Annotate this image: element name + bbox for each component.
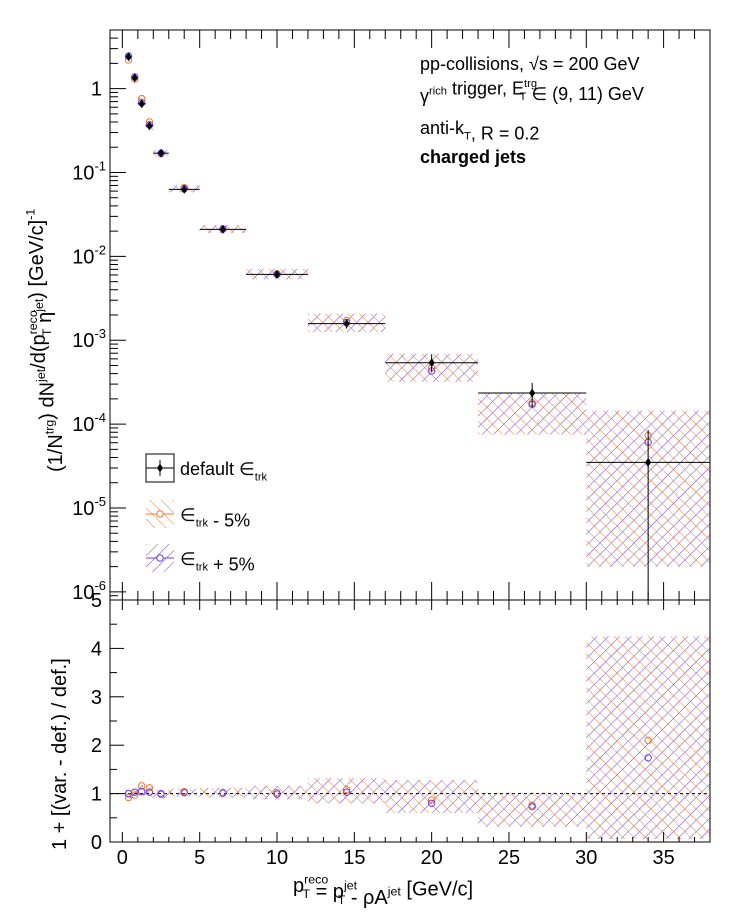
default-point-8	[343, 319, 350, 329]
ratio-minus-band-7	[246, 785, 308, 800]
default-point-0	[125, 52, 132, 62]
xtick-label-3: 15	[343, 847, 365, 869]
legend-label-default: default ∈trk	[180, 459, 268, 483]
annotation-collisions: pp-collisions, √s = 200 GeV	[420, 54, 640, 74]
legend: default ∈trk ∈trk - 5% ∈trk + 5%	[145, 453, 268, 574]
ratio-minus-band-5	[168, 788, 200, 797]
bottom-y-axis-label: 1 + [(var. - def.) / def.]	[49, 658, 71, 850]
legend-plus-marker	[156, 554, 164, 562]
ratio-minus-point-0	[124, 793, 133, 802]
ratio-plus-point-10	[528, 802, 536, 811]
ratio-minus-band-4	[153, 789, 169, 799]
top-ytick-label-6: 1	[91, 79, 102, 101]
default-point-1	[131, 73, 138, 83]
ratio-minus-band-2	[137, 784, 146, 797]
annotation-algorithm: anti-kT, R = 0.2	[420, 118, 539, 143]
ratio-minus-band-11	[586, 636, 710, 840]
bottom-ytick-label-4: 4	[91, 638, 102, 660]
default-point-6	[219, 224, 226, 234]
ratio-minus-point-9	[427, 796, 436, 804]
ratio-minus-band-3	[145, 786, 154, 798]
ratio-plus-point-6	[219, 789, 227, 797]
bottom-systematic-bands	[125, 636, 710, 840]
ratio-plus-point-8	[342, 788, 351, 796]
ratio-minus-point-3	[145, 784, 154, 792]
annotation-block: pp-collisions, √s = 200 GeV γrich trigger…	[420, 54, 644, 167]
default-point-3	[146, 121, 153, 131]
ratio-plus-point-11	[644, 754, 652, 762]
ratio-minus-point-1	[131, 791, 139, 799]
ratio-plus-point-4	[157, 789, 165, 798]
ratio-minus-point-11	[644, 736, 652, 745]
xtick-label-1: 5	[194, 847, 205, 869]
xtick-label-7: 35	[652, 847, 674, 869]
x-axis-label: preco T = pjet T - ρAjet [GeV/c]	[293, 873, 473, 909]
default-point-5	[181, 184, 188, 194]
top-ytick-label-5: 10-1	[72, 159, 106, 185]
bottom-ytick-label-1: 1	[91, 784, 102, 806]
ratio-minus-band-8	[307, 778, 386, 804]
axes-ticks: 10-610-510-410-310-210-110 5 10 15 20 25 30 350…	[72, 29, 711, 869]
ratio-plus-point-2	[138, 787, 146, 796]
top-y-axis-label-group: (1/Ntrg) dNjet/d(precoT ηjet) [GeV/c]-1	[23, 209, 67, 472]
default-point-7	[274, 269, 281, 279]
default-point-10	[529, 388, 536, 398]
top-ytick-label-2: 10-4	[72, 410, 106, 436]
bottom-ytick-label-2: 2	[91, 735, 102, 757]
top-ytick-label-1: 10-5	[72, 494, 106, 520]
legend-label-plus: ∈trk + 5%	[180, 549, 255, 574]
default-point-11	[645, 457, 652, 467]
top-data-marks	[124, 52, 710, 600]
legend-label-minus: ∈trk - 5%	[180, 505, 250, 530]
legend-default-marker	[157, 463, 163, 473]
top-ytick-label-3: 10-3	[72, 326, 106, 352]
top-ytick-label-0: 10-6	[72, 578, 106, 604]
axis-labels: preco T = pjet T - ρAjet [GeV/c] (1/Ntrg) d…	[23, 209, 473, 909]
ratio-plus-point-1	[131, 788, 139, 796]
ratio-minus-band-6	[199, 787, 247, 798]
bottom-ytick-label-5: 5	[91, 590, 102, 612]
default-point-2	[138, 99, 145, 109]
annotation-jets: charged jets	[420, 147, 526, 167]
ratio-plus-point-9	[427, 799, 436, 807]
xtick-label-6: 30	[575, 847, 597, 869]
top-systematic-bands	[125, 53, 710, 567]
bottom-ratio-marks	[110, 736, 710, 811]
ratio-minus-point-2	[138, 782, 146, 790]
xtick-label-0: 0	[117, 847, 128, 869]
top-y-axis-label: (1/Ntrg) dNjet/d(precoT ηjet) [GeV/c]-1	[23, 209, 67, 472]
xtick-label-4: 20	[421, 847, 443, 869]
xtick-label-2: 10	[266, 847, 288, 869]
ratio-plus-point-5	[180, 788, 188, 797]
bottom-ytick-label-3: 3	[91, 687, 102, 709]
ratio-plus-point-3	[145, 788, 154, 796]
legend-minus-marker	[156, 510, 164, 518]
default-point-4	[158, 148, 165, 158]
bottom-ytick-label-0: 0	[91, 832, 102, 854]
default-point-9	[428, 358, 435, 368]
annotation-trigger: γrich trigger, Etrg T ∈ (9, 11) GeV	[420, 78, 644, 106]
top-ytick-label-4: 10-2	[72, 242, 106, 268]
xtick-label-5: 25	[498, 847, 520, 869]
ratio-plus-point-7	[273, 790, 281, 798]
ratio-minus-point-8	[342, 786, 351, 794]
